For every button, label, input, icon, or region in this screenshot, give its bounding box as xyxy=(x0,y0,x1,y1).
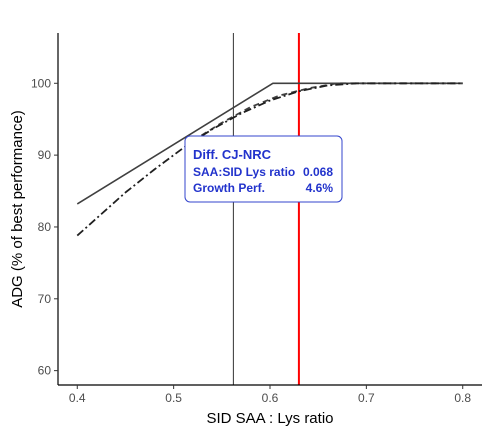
x-tick-label: 0.6 xyxy=(262,391,279,405)
series-line-3 xyxy=(76,82,463,237)
annotation-row-label: SAA:SID Lys ratio xyxy=(193,165,295,179)
x-tick-label: 0.4 xyxy=(69,391,86,405)
annotation-row-label: Growth Perf. xyxy=(193,181,265,195)
annotation-box: Diff. CJ-NRC SAA:SID Lys ratio 0.068 Gro… xyxy=(184,135,343,203)
y-tick-label: 60 xyxy=(38,364,52,378)
annotation-row-value: 0.068 xyxy=(303,165,333,179)
annotation-frame xyxy=(184,135,343,203)
y-axis-title: ADG (% of best performance) xyxy=(9,110,26,308)
series-line-2 xyxy=(192,82,463,142)
annotation-title: Diff. CJ-NRC xyxy=(193,147,272,162)
ticks: 0.4 0.5 0.6 0.7 0.8 60 70 80 90 100 xyxy=(31,76,471,405)
annotation-row-value: 4.6% xyxy=(306,181,334,195)
y-tick-label: 100 xyxy=(31,76,51,90)
y-tick-label: 70 xyxy=(38,292,52,306)
y-tick-label: 90 xyxy=(38,148,52,162)
x-tick-label: 0.8 xyxy=(454,391,471,405)
x-tick-label: 0.7 xyxy=(358,391,375,405)
x-axis-title: SID SAA : Lys ratio xyxy=(207,410,334,427)
x-tick-label: 0.5 xyxy=(165,391,182,405)
plot-area xyxy=(76,33,463,385)
y-tick-label: 80 xyxy=(38,220,52,234)
